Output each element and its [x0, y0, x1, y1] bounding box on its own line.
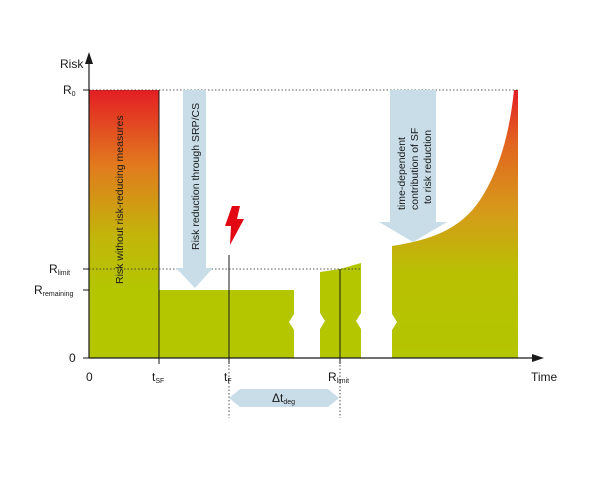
- y-label-rlimit: Rlimit: [49, 262, 70, 277]
- y-axis-title: Risk: [60, 57, 84, 71]
- risk-without-measures-area: [89, 90, 159, 358]
- reduced-risk-area-1: [159, 290, 294, 358]
- y-label-rremaining: Rremaining: [34, 283, 74, 298]
- sf-label-line2: contribution of SF: [409, 128, 421, 210]
- x-label-zero: 0: [86, 370, 93, 384]
- sf-contribution-area: [392, 90, 518, 358]
- lightning-icon: [225, 206, 244, 245]
- x-axis-arrow: [532, 354, 544, 362]
- sf-label-line3: to risk reduction: [422, 130, 434, 204]
- delta-t-deg-arrow: [229, 389, 339, 407]
- x-axis-title: Time: [531, 370, 558, 384]
- x-label-tf: tF: [224, 370, 232, 385]
- y-label-zero: 0: [69, 351, 76, 365]
- without-measures-label: Risk without risk-reducing measures: [114, 115, 126, 284]
- srp-cs-label: Risk reduction through SRP/CS: [190, 103, 202, 250]
- x-label-tsf: tSF: [152, 370, 164, 385]
- y-label-r0: R0: [63, 83, 76, 98]
- sf-callout: [379, 90, 447, 242]
- y-axis-arrow: [85, 52, 93, 64]
- delta-t-deg-label: Δtdeg: [272, 391, 295, 406]
- srp-cs-callout: [176, 90, 213, 288]
- sf-label-line1: time-dependent: [396, 137, 408, 210]
- x-label-rlimit: Rlimit: [328, 370, 349, 385]
